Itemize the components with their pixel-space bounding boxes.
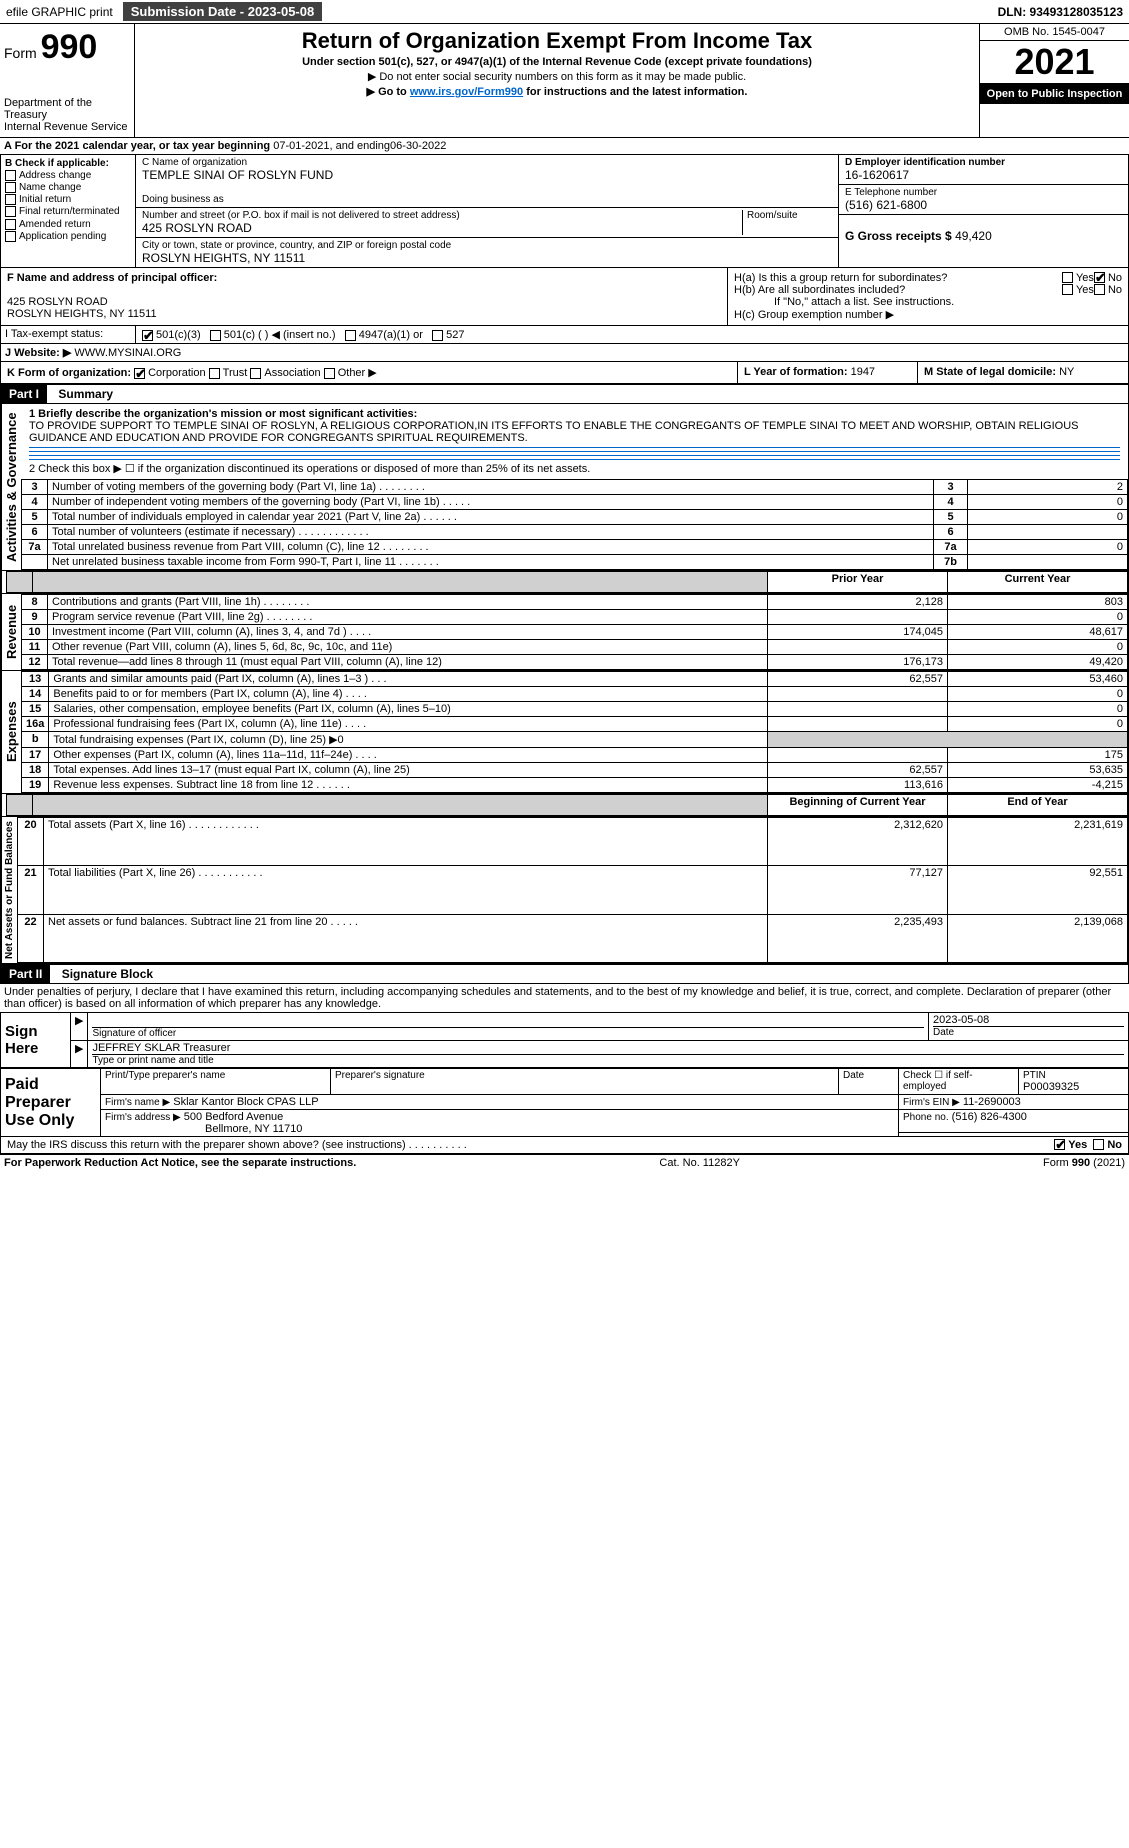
website: WWW.MYSINAI.ORG xyxy=(74,347,181,359)
check-discuss-yes[interactable] xyxy=(1054,1139,1065,1150)
gross-receipts: 49,420 xyxy=(955,229,992,243)
revenue-expenses-block: Prior YearCurrent Year xyxy=(0,571,1129,594)
ein: 16-1620617 xyxy=(845,168,1122,182)
check-amended[interactable] xyxy=(5,219,16,230)
sign-here-block: Sign Here ▶ Signature of officer 2023-05… xyxy=(0,1012,1129,1068)
check-4947[interactable] xyxy=(345,330,356,341)
omb-number: OMB No. 1545-0047 xyxy=(980,24,1129,41)
form-label: Form xyxy=(4,45,37,61)
netassets-section: Net Assets or Fund Balances 20Total asse… xyxy=(0,817,1129,964)
telephone: (516) 621-6800 xyxy=(845,198,1122,212)
page-footer: For Paperwork Reduction Act Notice, see … xyxy=(0,1154,1129,1171)
section-j: J Website: ▶ WWW.MYSINAI.ORG xyxy=(0,344,1129,362)
section-deg: D Employer identification number 16-1620… xyxy=(838,155,1128,267)
check-trust[interactable] xyxy=(209,368,220,379)
section-b: B Check if applicable: Address change Na… xyxy=(1,155,136,267)
subtitle-1: Under section 501(c), 527, or 4947(a)(1)… xyxy=(143,56,971,68)
check-application-pending[interactable] xyxy=(5,231,16,242)
city-state-zip: ROSLYN HEIGHTS, NY 11511 xyxy=(142,251,832,265)
goto-suffix: for instructions and the latest informat… xyxy=(523,86,747,98)
public-inspection: Open to Public Inspection xyxy=(980,84,1129,104)
check-hb-yes[interactable] xyxy=(1062,284,1073,295)
topbar: efile GRAPHIC print Submission Date - 20… xyxy=(0,0,1129,24)
section-fh: F Name and address of principal officer:… xyxy=(0,268,1129,326)
check-initial-return[interactable] xyxy=(5,194,16,205)
check-name-change[interactable] xyxy=(5,182,16,193)
dln-label: DLN: 93493128035123 xyxy=(998,5,1127,19)
check-corporation[interactable] xyxy=(134,368,145,379)
section-c: C Name of organization TEMPLE SINAI OF R… xyxy=(136,155,838,267)
check-association[interactable] xyxy=(250,368,261,379)
form-title: Return of Organization Exempt From Incom… xyxy=(143,28,971,54)
check-ha-no[interactable] xyxy=(1094,272,1105,283)
netassets-header: Beginning of Current YearEnd of Year xyxy=(0,794,1129,817)
subtitle-2: ▶ Do not enter social security numbers o… xyxy=(143,70,971,83)
section-ij: I Tax-exempt status: 501(c)(3) 501(c) ( … xyxy=(0,326,1129,344)
discuss-row: May the IRS discuss this return with the… xyxy=(0,1137,1129,1154)
mission-text: TO PROVIDE SUPPORT TO TEMPLE SINAI OF RO… xyxy=(29,420,1120,444)
activities-governance: Activities & Governance 1 Briefly descri… xyxy=(0,404,1129,571)
goto-prefix: ▶ Go to xyxy=(367,86,410,98)
check-ha-yes[interactable] xyxy=(1062,272,1073,283)
submission-date-button[interactable]: Submission Date - 2023-05-08 xyxy=(123,2,323,21)
check-other[interactable] xyxy=(324,368,335,379)
revenue-section: Revenue 8Contributions and grants (Part … xyxy=(0,594,1129,671)
irs-link[interactable]: www.irs.gov/Form990 xyxy=(410,86,523,98)
check-discuss-no[interactable] xyxy=(1093,1139,1104,1150)
expenses-section: Expenses 13Grants and similar amounts pa… xyxy=(0,671,1129,794)
penalties-text: Under penalties of perjury, I declare th… xyxy=(0,984,1129,1012)
section-klm: K Form of organization: Corporation Trus… xyxy=(0,362,1129,384)
check-address-change[interactable] xyxy=(5,170,16,181)
check-527[interactable] xyxy=(432,330,443,341)
paid-preparer-block: Paid Preparer Use Only Print/Type prepar… xyxy=(0,1068,1129,1137)
street-address: 425 ROSLYN ROAD xyxy=(142,221,742,235)
section-a: A For the 2021 calendar year, or tax yea… xyxy=(0,138,1129,155)
check-501c[interactable] xyxy=(210,330,221,341)
part-ii-header: Part II Signature Block xyxy=(0,964,1129,984)
check-final-return[interactable] xyxy=(5,206,16,217)
org-info-block: B Check if applicable: Address change Na… xyxy=(0,155,1129,268)
org-name: TEMPLE SINAI OF ROSLYN FUND xyxy=(142,168,832,182)
efile-label: efile GRAPHIC print xyxy=(2,5,117,19)
form-number: 990 xyxy=(41,28,98,66)
check-hb-no[interactable] xyxy=(1094,284,1105,295)
form-header: Form 990 Department of the Treasury Inte… xyxy=(0,24,1129,138)
check-501c3[interactable] xyxy=(142,330,153,341)
irs-label: Internal Revenue Service xyxy=(4,121,130,133)
part-i-header: Part I Summary xyxy=(0,384,1129,404)
tax-year: 2021 xyxy=(980,41,1129,84)
dept-label: Department of the Treasury xyxy=(4,97,130,121)
